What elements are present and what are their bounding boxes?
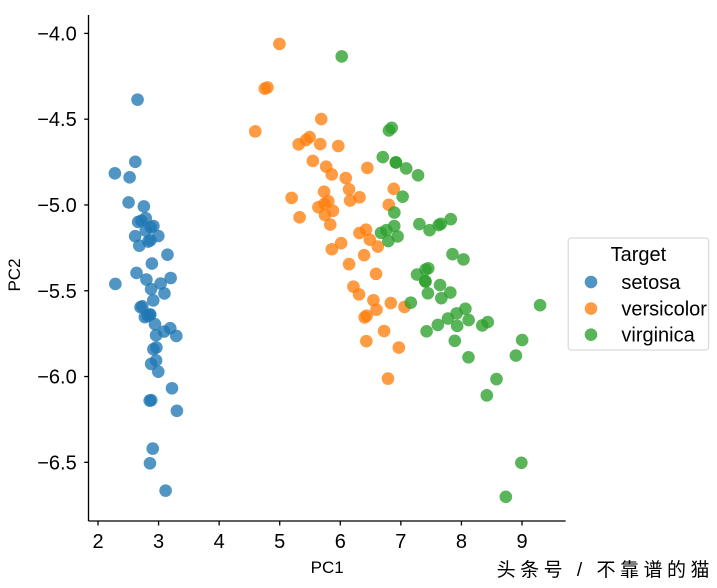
svg-text:−4.0: −4.0: [37, 23, 76, 45]
svg-text:setosa: setosa: [621, 272, 681, 294]
svg-text:3: 3: [153, 531, 164, 553]
svg-text:−4.5: −4.5: [37, 109, 76, 131]
svg-text:versicolor: versicolor: [621, 299, 707, 321]
svg-text:PC2: PC2: [5, 258, 24, 291]
svg-text:7: 7: [395, 531, 406, 553]
svg-text:4: 4: [214, 531, 225, 553]
svg-text:8: 8: [456, 531, 467, 553]
svg-text:−6.0: −6.0: [37, 367, 76, 389]
svg-text:9: 9: [516, 531, 527, 553]
svg-text:Target: Target: [611, 244, 667, 266]
svg-text:5: 5: [274, 531, 285, 553]
svg-text:6: 6: [335, 531, 346, 553]
svg-text:PC1: PC1: [311, 558, 344, 577]
svg-text:2: 2: [92, 531, 103, 553]
svg-text:−5.5: −5.5: [37, 281, 76, 303]
svg-text:−6.5: −6.5: [37, 452, 76, 474]
svg-text:头条号 / 不靠谱的猫: 头条号 / 不靠谱的猫: [497, 559, 714, 581]
svg-text:virginica: virginica: [621, 325, 695, 347]
svg-text:−5.0: −5.0: [37, 195, 76, 217]
